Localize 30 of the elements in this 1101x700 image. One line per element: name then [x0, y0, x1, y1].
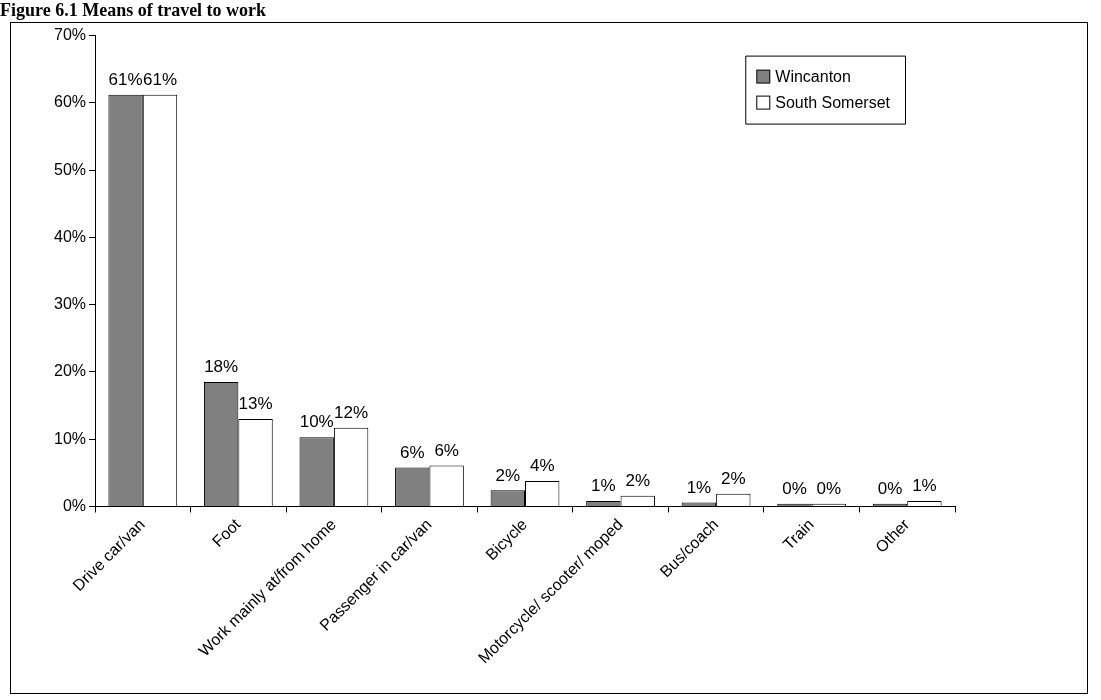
data-label: 18%	[204, 357, 239, 377]
y-tick-label: 40%	[53, 227, 87, 245]
data-label: 0%	[816, 478, 842, 498]
y-tick-label: 0%	[62, 496, 87, 514]
data-label: 61%	[108, 69, 143, 89]
y-tick-label: 30%	[53, 295, 87, 313]
data-label: 2%	[495, 465, 521, 485]
y-tick-label: 20%	[53, 362, 87, 380]
data-label: 1%	[686, 477, 712, 497]
data-label: 0%	[877, 478, 903, 498]
data-label: 10%	[299, 412, 334, 432]
data-label: 6%	[434, 440, 459, 460]
data-label: 61%	[142, 69, 178, 89]
data-label: 6%	[399, 442, 425, 462]
data-label: 13%	[238, 394, 273, 414]
x-tick-label: Train	[779, 515, 817, 553]
chart-title: Figure 6.1 Means of travel to work	[0, 0, 267, 21]
data-label: 2%	[625, 470, 651, 490]
y-tick-label: 70%	[53, 26, 87, 44]
data-label: 12%	[334, 402, 369, 422]
data-label: 2%	[721, 468, 746, 488]
data-label: 1%	[912, 476, 937, 496]
data-label: 0%	[782, 478, 807, 498]
legend-label: Wincanton	[775, 68, 851, 86]
data-label: 1%	[591, 476, 616, 496]
legend-label: South Somerset	[775, 94, 891, 112]
y-tick-label: 10%	[53, 429, 87, 447]
data-label: 4%	[529, 456, 555, 476]
y-tick-label: 50%	[53, 160, 87, 178]
y-tick-label: 60%	[53, 93, 87, 111]
